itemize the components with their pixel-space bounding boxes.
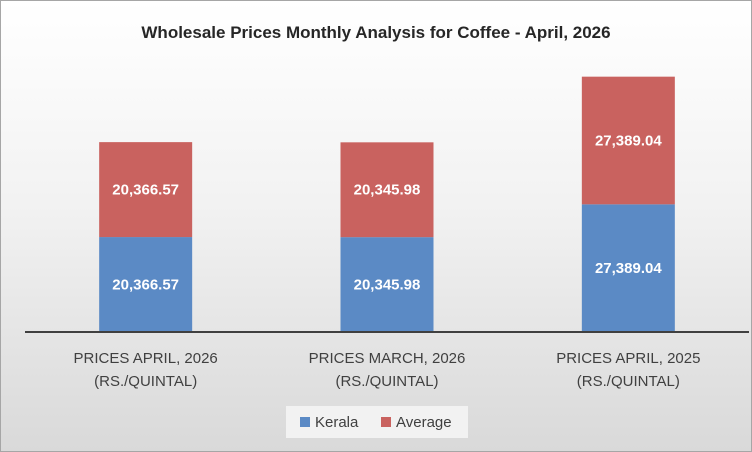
- category-label-1-1: (RS./QUINTAL): [335, 373, 438, 390]
- data-label-kerala-1: 20,345.98: [354, 277, 421, 294]
- category-label-0-1: (RS./QUINTAL): [94, 373, 197, 390]
- data-label-average-0: 20,366.57: [112, 182, 179, 199]
- category-label-0-0: PRICES APRIL, 2026: [74, 350, 218, 367]
- bar-kerala-1: [340, 237, 434, 332]
- chart-title: Wholesale Prices Monthly Analysis for Co…: [141, 23, 610, 42]
- category-label-2-0: PRICES APRIL, 2025: [556, 350, 700, 367]
- data-label-average-2: 27,389.04: [595, 132, 662, 149]
- data-label-average-1: 20,345.98: [354, 182, 421, 199]
- legend-swatch-kerala: [300, 417, 310, 427]
- bar-average-2: [581, 76, 675, 205]
- legend-box: [286, 406, 468, 438]
- bar-average-0: [99, 142, 193, 238]
- legend-label-kerala: Kerala: [315, 414, 359, 431]
- bar-kerala-2: [581, 204, 675, 332]
- bar-average-1: [340, 142, 434, 238]
- legend-swatch-average: [381, 417, 391, 427]
- bar-kerala-0: [99, 237, 193, 332]
- category-label-2-1: (RS./QUINTAL): [577, 373, 680, 390]
- category-label-1-0: PRICES MARCH, 2026: [309, 350, 466, 367]
- data-label-kerala-0: 20,366.57: [112, 277, 179, 294]
- legend-label-average: Average: [396, 414, 452, 431]
- data-label-kerala-2: 27,389.04: [595, 260, 662, 277]
